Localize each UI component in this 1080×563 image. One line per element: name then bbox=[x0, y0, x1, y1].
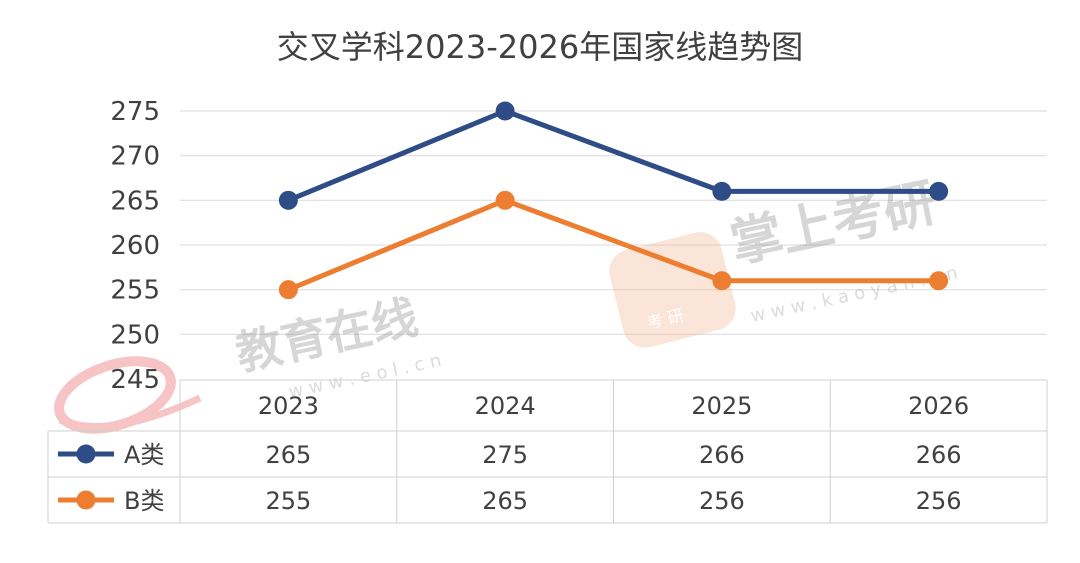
eol-logo-swoosh bbox=[58, 394, 202, 430]
kaoyan-badge bbox=[609, 232, 736, 348]
y-tick-label: 265 bbox=[110, 186, 160, 216]
x-tick-label: 2025 bbox=[691, 392, 752, 420]
kaoyan-watermark: 考 研 掌上考研 w w w . k a o y a n . c n bbox=[609, 173, 960, 348]
legend-marker bbox=[76, 490, 96, 510]
table-cell-value: 266 bbox=[916, 441, 962, 469]
chart-title: 交叉学科2023-2026年国家线趋势图 bbox=[277, 28, 803, 66]
x-tick-label: 2024 bbox=[475, 392, 536, 420]
table-cells: 2023 2024 2025 2026 A类 265 275 266 266 B类 255 265 25… bbox=[58, 392, 969, 515]
data-point bbox=[929, 271, 949, 291]
series-line bbox=[287, 197, 939, 292]
data-point bbox=[712, 181, 732, 201]
legend-label: A类 bbox=[124, 441, 164, 469]
y-tick-label: 245 bbox=[110, 365, 160, 395]
gridlines bbox=[180, 110, 1047, 335]
legend-label: B类 bbox=[124, 487, 164, 515]
table-cell-value: 255 bbox=[265, 487, 311, 515]
data-point bbox=[495, 190, 515, 210]
legend-marker bbox=[76, 444, 96, 464]
data-point bbox=[278, 190, 298, 210]
y-tick-label: 255 bbox=[110, 276, 160, 306]
y-axis: 275 270 265 260 255 250 245 bbox=[110, 97, 160, 395]
table-cell-value: 275 bbox=[482, 441, 528, 469]
x-tick-label: 2023 bbox=[258, 392, 319, 420]
data-point bbox=[278, 280, 298, 300]
y-tick-label: 270 bbox=[110, 142, 160, 172]
kaoyan-watermark-url: w w w . k a o y a n . c n bbox=[749, 262, 960, 326]
table-cell-value: 256 bbox=[699, 487, 745, 515]
kaoyan-watermark-name: 掌上考研 bbox=[725, 173, 941, 275]
table-cell-value: 256 bbox=[916, 487, 962, 515]
eol-logo-icon bbox=[54, 356, 176, 434]
data-point bbox=[929, 181, 949, 201]
table-cell-value: 265 bbox=[265, 441, 311, 469]
data-table bbox=[47, 379, 1048, 524]
table-cell-value: 266 bbox=[699, 441, 745, 469]
data-point bbox=[495, 101, 515, 121]
data-point bbox=[712, 271, 732, 291]
series-layer bbox=[278, 101, 949, 300]
x-tick-label: 2026 bbox=[908, 392, 969, 420]
y-tick-label: 275 bbox=[110, 97, 160, 127]
y-tick-label: 260 bbox=[110, 231, 160, 261]
eol-watermark: 教育在线 w w w . e o l . c n bbox=[54, 290, 443, 434]
y-tick-label: 250 bbox=[110, 320, 160, 350]
series-line bbox=[287, 108, 939, 203]
table-cell-value: 265 bbox=[482, 487, 528, 515]
